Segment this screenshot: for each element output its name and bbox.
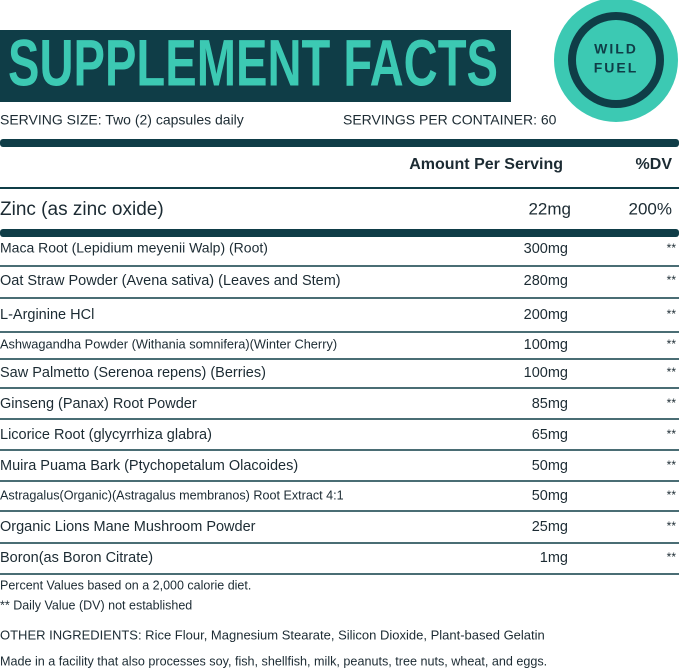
footnote: Percent Values based on a 2,000 calorie …	[0, 578, 251, 592]
ingredient-dv: **	[667, 337, 677, 351]
ingredient-amount: 200mg	[524, 307, 568, 323]
logo-text: FUEL	[594, 60, 639, 76]
ingredient-dv: **	[667, 519, 677, 533]
ingredient-dv: **	[667, 365, 677, 379]
ingredient-name: Oat Straw Powder (Avena sativa) (Leaves …	[0, 273, 341, 289]
ingredient-name: Organic Lions Mane Mushroom Powder	[0, 519, 256, 535]
ingredient-dv: **	[667, 458, 677, 472]
column-header: Amount Per Serving	[409, 156, 563, 173]
ingredient-amount: 50mg	[532, 458, 568, 474]
ingredient-amount: 100mg	[524, 365, 568, 381]
ingredient-name: Saw Palmetto (Serenoa repens) (Berries)	[0, 365, 266, 381]
ingredient-amount: 65mg	[532, 427, 568, 443]
ingredient-name: Boron(as Boron Citrate)	[0, 550, 153, 566]
logo-text: WILD	[594, 41, 638, 57]
ingredient-dv: **	[667, 488, 677, 502]
ingredient-amount: 300mg	[524, 241, 568, 257]
ingredient-dv: **	[667, 427, 677, 441]
ingredient-amount: 50mg	[532, 488, 568, 504]
ingredient-name: Muira Puama Bark (Ptychopetalum Olacoide…	[0, 458, 298, 474]
ingredient-amount: 25mg	[532, 519, 568, 535]
ingredient-name: Ashwagandha Powder (Withania somnifera)(…	[0, 336, 337, 351]
ingredient-amount: 85mg	[532, 396, 568, 412]
ingredient-dv: **	[667, 273, 677, 287]
facility-statement: Made in a facility that also processes s…	[0, 654, 547, 668]
ingredient-rows: Maca Root (Lepidium meyenii Walp) (Root)…	[0, 240, 679, 575]
title-banner	[0, 30, 511, 102]
ingredient-name: L-Arginine HCl	[0, 307, 94, 323]
thick-rule	[0, 229, 679, 237]
ingredient-amount: 100mg	[524, 337, 568, 353]
ingredient-dv: **	[667, 550, 677, 564]
serving-size: SERVING SIZE: Two (2) capsules daily	[0, 112, 244, 128]
ingredient-name: Ginseng (Panax) Root Powder	[0, 396, 197, 412]
ingredient-name: Maca Root (Lepidium meyenii Walp) (Root)	[0, 240, 268, 256]
thick-rule	[0, 139, 679, 147]
footnote: ** Daily Value (DV) not established	[0, 598, 192, 612]
ingredient-amount: 280mg	[524, 273, 568, 289]
ingredient-amount: 1mg	[540, 550, 568, 566]
ingredient-dv: **	[667, 396, 677, 410]
ingredient-name: Licorice Root (glycyrrhiza glabra)	[0, 427, 212, 443]
ingredient-dv: **	[667, 307, 677, 321]
ingredient-dv: **	[667, 241, 677, 255]
other-ingredients: OTHER INGREDIENTS: Rice Flour, Magnesium…	[0, 627, 545, 642]
nutrient-name: Zinc (as zinc oxide)	[0, 199, 164, 220]
nutrient-amount: 22mg	[528, 199, 571, 218]
nutrient-dv: 200%	[629, 199, 672, 218]
ingredient-name: Astragalus(Organic)(Astragalus membranos…	[0, 488, 344, 502]
logo-inner	[576, 20, 656, 100]
column-header: %DV	[636, 156, 673, 173]
servings-per-container: SERVINGS PER CONTAINER: 60	[343, 112, 557, 128]
title: SUPPLEMENT FACTS	[8, 25, 498, 99]
